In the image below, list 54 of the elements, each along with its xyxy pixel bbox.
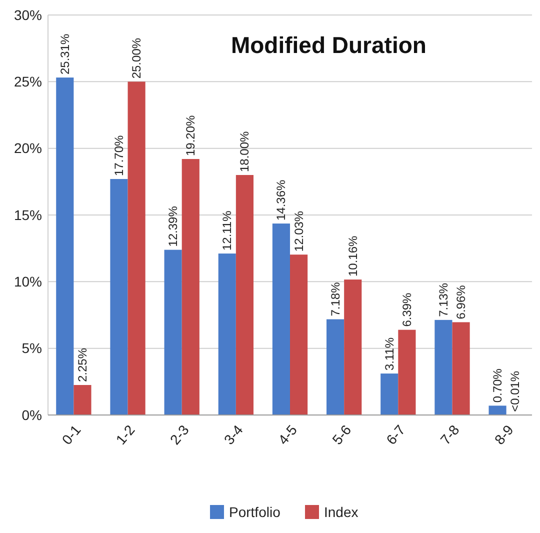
data-label: 25.00% — [130, 38, 144, 79]
y-tick-label: 30% — [14, 6, 42, 23]
bar — [290, 254, 308, 415]
data-label: 14.36% — [274, 180, 288, 221]
bar — [326, 319, 344, 415]
data-label: 6.39% — [400, 292, 414, 327]
x-tick-label: 7-8 — [437, 422, 462, 448]
y-tick-label: 15% — [14, 206, 42, 223]
bar — [110, 179, 128, 415]
bar — [74, 385, 92, 415]
data-label: 6.96% — [454, 284, 468, 320]
x-tick-label: 4-5 — [274, 422, 300, 448]
x-tick-label: 2-3 — [166, 422, 192, 448]
x-tick-label: 8-9 — [491, 422, 516, 448]
data-label: 12.03% — [292, 210, 306, 252]
bar — [488, 406, 506, 415]
bar — [218, 254, 236, 415]
bar — [182, 159, 200, 415]
data-label: 18.00% — [238, 130, 252, 172]
data-label: 7.13% — [436, 282, 450, 317]
data-label: 12.11% — [220, 210, 234, 251]
x-tick-label: 0-1 — [58, 422, 84, 448]
data-label: 12.39% — [166, 206, 180, 247]
bar — [452, 322, 470, 415]
data-label: <0.01% — [508, 370, 522, 412]
text: Modified Duration — [230, 32, 426, 58]
x-tick-label: 6-7 — [382, 422, 408, 448]
legend-label: Index — [324, 504, 358, 520]
legend-label: Portfolio — [229, 504, 281, 520]
data-label: 0.70% — [490, 368, 505, 403]
bar — [380, 374, 398, 415]
data-label: 3.11% — [382, 337, 396, 371]
data-label: 2.25% — [75, 348, 90, 382]
x-tick-label: 5-6 — [328, 422, 354, 448]
data-label: 10.16% — [346, 236, 360, 277]
y-tick-label: 0% — [22, 406, 42, 423]
bar — [164, 250, 182, 415]
bar — [236, 175, 254, 415]
bar — [398, 330, 416, 415]
data-label: 17.70% — [112, 134, 126, 176]
y-tick-label: 10% — [14, 274, 42, 290]
data-label: 7.18% — [328, 282, 342, 316]
x-tick-label: 1-2 — [112, 422, 138, 448]
y-tick-label: 5% — [22, 340, 42, 356]
bar — [56, 78, 74, 415]
data-label: 25.31% — [58, 34, 72, 75]
bar — [344, 280, 362, 415]
bar — [272, 224, 290, 415]
bar — [128, 82, 146, 415]
y-tick-label: 20% — [14, 140, 42, 156]
y-tick-label: 25% — [14, 74, 42, 90]
bar — [434, 320, 452, 415]
data-label: 19.20% — [184, 114, 198, 156]
x-tick-label: 3-4 — [220, 422, 246, 448]
